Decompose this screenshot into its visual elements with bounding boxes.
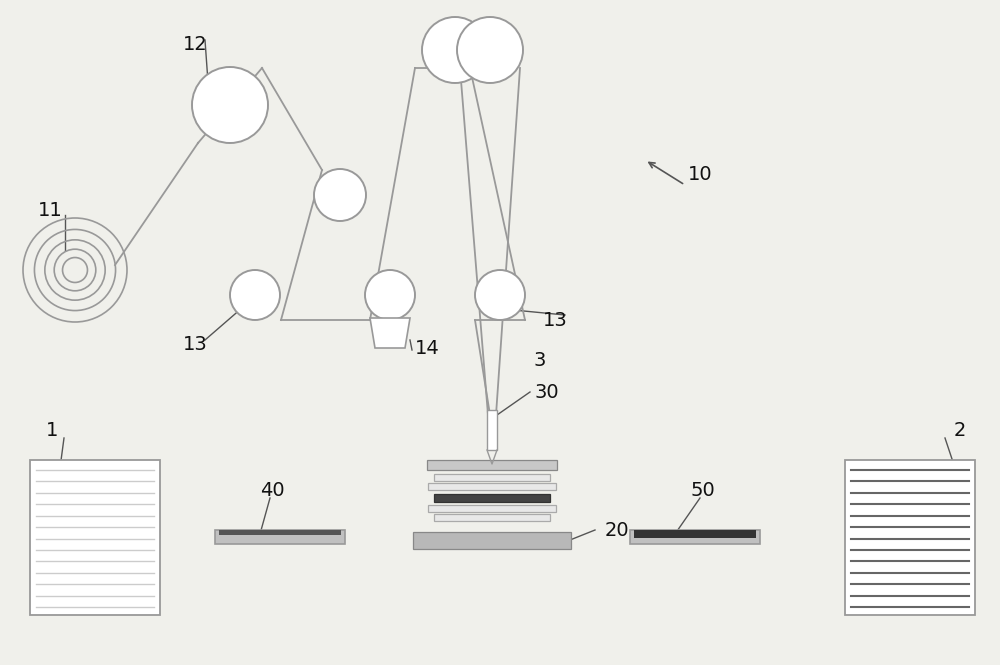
Circle shape [230,270,280,320]
Text: 30: 30 [535,382,560,402]
Text: 2: 2 [954,420,966,440]
FancyBboxPatch shape [30,460,160,615]
FancyBboxPatch shape [219,530,341,535]
Text: 3: 3 [534,350,546,370]
Text: 1: 1 [46,420,58,440]
Text: 13: 13 [543,311,567,329]
FancyBboxPatch shape [434,514,550,521]
Text: 14: 14 [415,338,440,358]
Text: 10: 10 [688,166,712,184]
FancyBboxPatch shape [487,410,497,450]
FancyBboxPatch shape [428,505,556,512]
Circle shape [192,67,268,143]
Circle shape [365,270,415,320]
Text: 20: 20 [605,521,630,539]
Text: 50: 50 [690,481,715,499]
Circle shape [457,17,523,83]
FancyBboxPatch shape [434,494,550,502]
FancyBboxPatch shape [428,483,556,490]
FancyBboxPatch shape [413,532,571,549]
Text: 40: 40 [260,481,285,499]
Circle shape [475,270,525,320]
FancyBboxPatch shape [215,530,345,544]
Circle shape [422,17,488,83]
Circle shape [314,169,366,221]
FancyBboxPatch shape [845,460,975,615]
Text: 11: 11 [38,201,62,219]
FancyBboxPatch shape [427,460,557,470]
FancyBboxPatch shape [634,530,756,538]
FancyBboxPatch shape [434,474,550,481]
Text: 13: 13 [183,336,207,354]
FancyBboxPatch shape [630,530,760,544]
Polygon shape [370,318,410,348]
Text: 12: 12 [183,35,207,55]
